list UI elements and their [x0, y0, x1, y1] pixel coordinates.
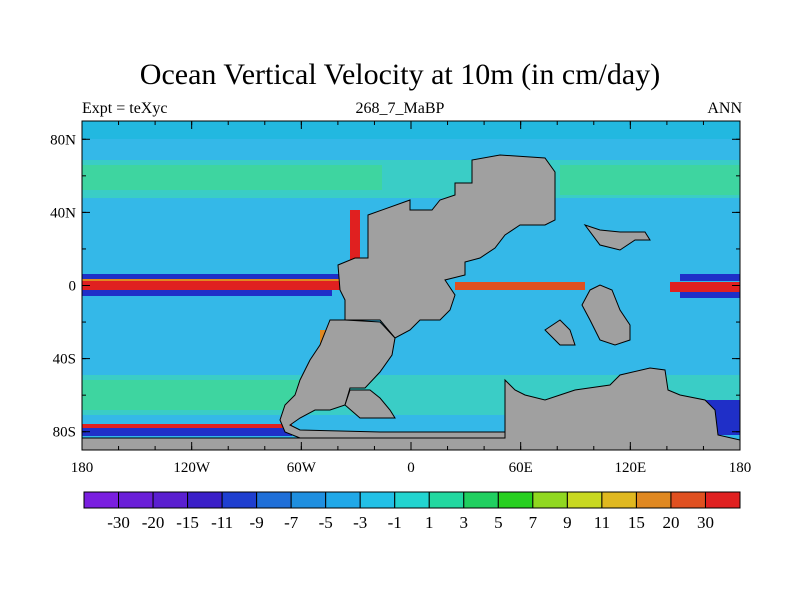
colorbar-swatch: [670, 491, 706, 509]
colorbar-swatch: [428, 491, 465, 509]
latitude-axis: 80N 40N 0 40S 80S: [50, 132, 740, 441]
colorbar-swatch: [463, 491, 499, 509]
colorbar-label: -3: [353, 513, 367, 532]
colorbar-swatch: [704, 491, 741, 509]
run-label: 268_7_MaBP: [355, 100, 445, 117]
colorbar-label: -1: [388, 513, 402, 532]
longitude-axis: 180 120W 60W 0 60E 120E 180: [71, 121, 752, 476]
land-island-northeast: [583, 224, 651, 251]
colorbar-swatch: [497, 491, 534, 509]
x-tick-label: 60W: [287, 460, 317, 476]
equatorial-upwelling-indian: [455, 282, 585, 290]
x-tick-label: 180: [729, 460, 752, 476]
x-tick-label: 0: [407, 460, 415, 476]
y-tick-label: 80S: [53, 425, 76, 441]
equatorial-upwelling: [82, 280, 342, 290]
land-masses: [82, 154, 740, 450]
colorbar-label: 20: [662, 513, 679, 532]
colorbar-swatch: [359, 491, 396, 509]
colorbar-label: -7: [284, 513, 299, 532]
colorbar-swatch: [532, 491, 568, 509]
season-label: ANN: [707, 100, 742, 117]
upwelling-green-north: [82, 165, 382, 190]
colorbar-swatch: [290, 491, 327, 509]
colorbar-label: 15: [628, 513, 645, 532]
colorbar-swatch: [325, 491, 361, 509]
upwelling-green-north-east: [560, 165, 740, 195]
colorbar-swatch: [635, 491, 672, 509]
equatorial-downwelling-north: [82, 274, 347, 280]
colorbar-label: 30: [697, 513, 714, 532]
arctic-band: [82, 121, 740, 139]
equatorial-upwelling-edge: [82, 279, 352, 281]
coastal-upwelling-west-1: [350, 210, 360, 260]
colorbar-label: -15: [176, 513, 199, 532]
colorbar-label: -5: [319, 513, 333, 532]
equatorial-downwelling-west-pacific-n: [680, 274, 740, 281]
land-southern-continent: [279, 319, 506, 439]
colorbar: -30 -20 -15 -11 -9 -7 -5 -3 -1 1 3 5 7 9 11 15 20 30: [83, 491, 741, 532]
colorbar-label: 3: [460, 513, 469, 532]
colorbar-label: -9: [250, 513, 264, 532]
colorbar-swatch: [187, 491, 223, 509]
equatorial-upwelling-west-pacific: [670, 282, 740, 292]
colorbar-swatch: [601, 491, 637, 509]
equatorial-downwelling-south: [82, 290, 332, 296]
map-title: Ocean Vertical Velocity at 10m (in cm/da…: [139, 58, 661, 91]
colorbar-label: 7: [529, 513, 538, 532]
colorbar-label: 11: [594, 513, 610, 532]
y-tick-label: 0: [69, 279, 77, 295]
coastal-upwelling-south: [82, 428, 292, 436]
x-tick-label: 120E: [614, 460, 646, 476]
y-tick-label: 40S: [53, 352, 76, 368]
colorbar-swatch: [256, 491, 292, 509]
coastal-upwelling-south-red: [82, 424, 292, 428]
colorbar-label: -30: [107, 513, 130, 532]
land-antarctica: [82, 367, 740, 450]
y-tick-label: 40N: [50, 205, 76, 221]
colorbar-swatch: [566, 491, 603, 509]
land-antarctic-peninsula: [344, 389, 396, 419]
colorbar-swatch: [152, 491, 189, 509]
map-plot-area: [82, 121, 740, 450]
colorbar-label: -11: [211, 513, 233, 532]
x-tick-label: 120W: [173, 460, 211, 476]
colorbar-label: -20: [142, 513, 165, 532]
colorbar-label: 5: [494, 513, 503, 532]
colorbar-swatch: [394, 491, 430, 509]
land-peninsula-center: [544, 319, 576, 346]
upwelling-green-south: [82, 380, 302, 410]
x-tick-label: 60E: [509, 460, 533, 476]
y-tick-label: 80N: [50, 132, 76, 148]
experiment-label: Expt = teXyc: [82, 100, 168, 117]
colorbar-label: 1: [425, 513, 434, 532]
colorbar-swatch: [83, 491, 120, 509]
equatorial-downwelling-west-pacific-s: [680, 292, 740, 298]
colorbar-label: 9: [563, 513, 572, 532]
x-tick-label: 180: [71, 460, 94, 476]
land-island-east: [581, 284, 631, 346]
colorbar-swatch: [118, 491, 154, 509]
colorbar-swatch: [221, 491, 258, 509]
